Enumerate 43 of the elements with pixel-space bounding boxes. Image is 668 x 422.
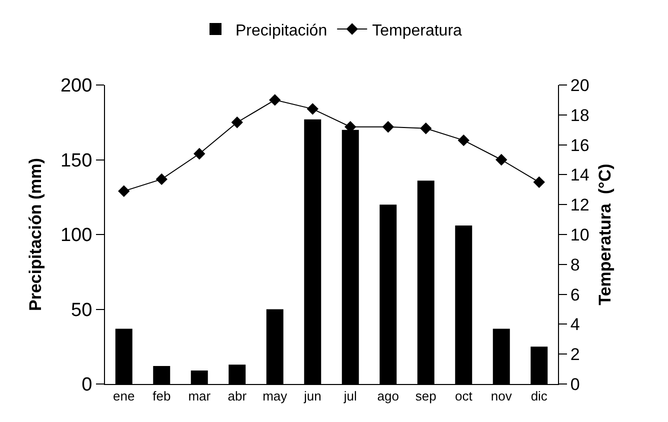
y2-tick-label: 12: [570, 196, 590, 215]
point: [458, 134, 470, 146]
point: [269, 94, 281, 106]
x-tick-label: dic: [530, 388, 548, 404]
y-tick-label: 50: [71, 300, 92, 321]
point: [194, 148, 206, 160]
x-tick-label: jun: [302, 388, 322, 404]
y2-tick-label: 6: [570, 285, 580, 304]
legend-label: Precipitación: [236, 22, 328, 40]
x-tick-label: oct: [454, 388, 473, 404]
y2-tick-label: 8: [570, 255, 580, 274]
y-axis-title: Precipitación (mm): [26, 158, 46, 312]
x-tick-label: mar: [188, 388, 212, 404]
point: [496, 154, 508, 166]
point: [382, 121, 394, 133]
y2-tick-label: 20: [570, 76, 590, 95]
x-tick-label: feb: [152, 388, 171, 404]
x-tick-label: nov: [490, 388, 512, 404]
y2-tick-label: 18: [570, 106, 590, 125]
point: [533, 176, 545, 188]
point: [420, 122, 432, 134]
y-tick-label: 150: [60, 150, 92, 172]
x-tick-label: may: [262, 388, 288, 404]
x-tick-label: ago: [377, 388, 399, 404]
y2-tick-label: 2: [570, 345, 580, 364]
y-tick-label: 100: [60, 225, 92, 246]
legend-label: Temperatura: [372, 22, 462, 40]
x-tick-label: sep: [415, 388, 436, 404]
x-tick-label: abr: [228, 388, 248, 404]
point: [306, 103, 318, 115]
y-tick-label: 200: [60, 76, 92, 97]
y2-tick-label: 0: [570, 374, 580, 394]
point: [118, 185, 130, 197]
x-tick-label: ene: [113, 388, 135, 404]
point: [231, 116, 243, 128]
x-tick-label: jul: [342, 388, 357, 404]
y2-axis-title: Temperatura (°C): [596, 164, 615, 306]
y2-tick-label: 4: [570, 315, 580, 334]
y2-tick-label: 16: [570, 136, 590, 155]
point: [156, 173, 168, 186]
y2-tick-label: 10: [570, 225, 590, 244]
y2-tick-label: 14: [570, 166, 590, 185]
y-tick-label: 0: [82, 374, 92, 396]
